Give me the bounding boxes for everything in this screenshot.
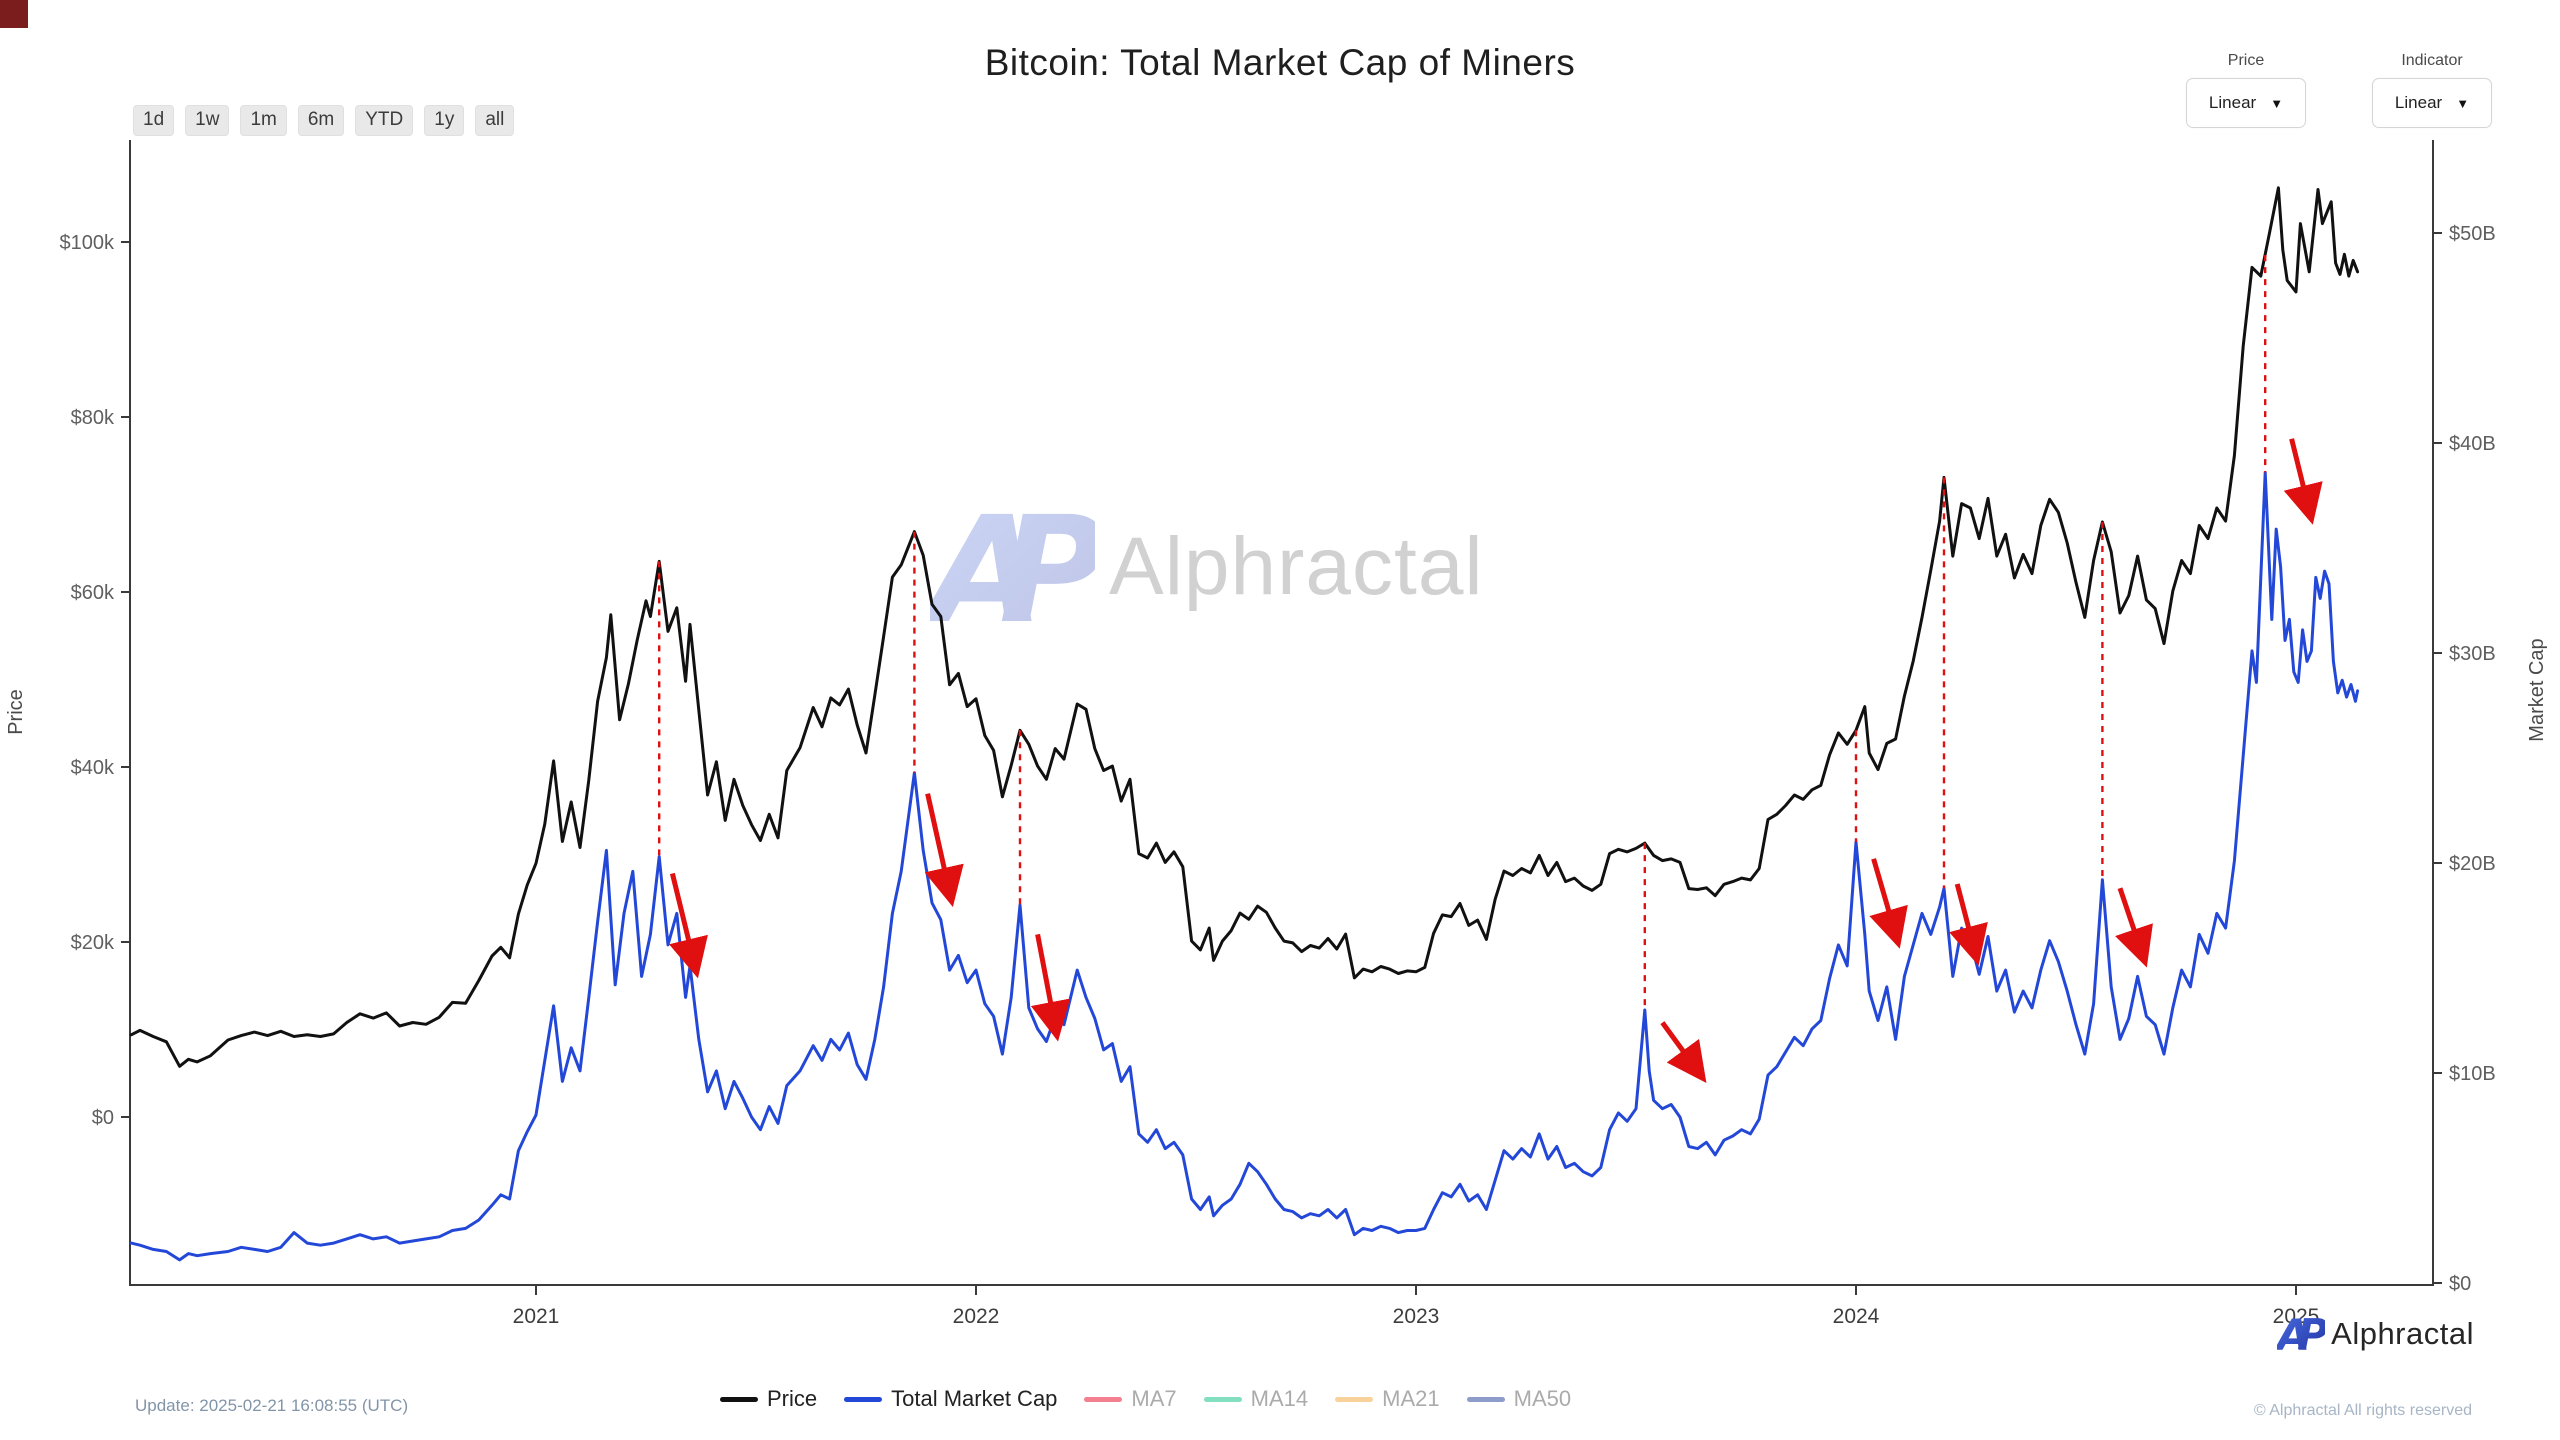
alphractal-logo-icon: AP (2277, 1312, 2325, 1356)
range-button-1d[interactable]: 1d (133, 105, 175, 136)
alphractal-brand: AP Alphractal (2277, 1312, 2474, 1356)
svg-text:$30B: $30B (2449, 643, 2496, 665)
legend-swatch-ma21 (1335, 1396, 1374, 1402)
svg-text:$0: $0 (92, 1107, 114, 1129)
indicator-scale-value: Linear (2394, 93, 2443, 112)
svg-text:2021: 2021 (513, 1305, 560, 1328)
corner-marker (0, 0, 28, 28)
legend-item-ma14[interactable]: MA14 (1203, 1386, 1308, 1412)
indicator-dropdown-label: Indicator (2401, 52, 2463, 69)
range-button-1m[interactable]: 1m (240, 105, 287, 136)
price-scale-value: Linear (2208, 93, 2257, 112)
range-button-1y[interactable]: 1y (424, 105, 465, 136)
legend-item-price[interactable]: Price (720, 1386, 817, 1412)
svg-text:$80k: $80k (71, 407, 115, 429)
svg-text:2025: 2025 (2273, 1305, 2320, 1328)
svg-text:2023: 2023 (1393, 1305, 1440, 1328)
price-scale-dropdown[interactable]: Linear ▼ (2186, 78, 2306, 128)
legend-swatch-ma7 (1084, 1396, 1123, 1402)
copyright-notice: © Alphractal All rights reserved (2253, 1402, 2472, 1419)
legend-item-ma7[interactable]: MA7 (1084, 1386, 1177, 1412)
legend-item-total-market-cap[interactable]: Total Market Cap (844, 1386, 1057, 1412)
svg-text:Price: Price (5, 689, 27, 735)
annotations (658, 255, 2323, 1084)
legend-swatch-total-market-cap (844, 1396, 883, 1402)
indicator-scale-dropdown[interactable]: Linear ▼ (2372, 78, 2492, 128)
svg-text:$50B: $50B (2449, 223, 2496, 245)
svg-text:$10B: $10B (2449, 1063, 2496, 1085)
svg-text:2024: 2024 (1833, 1305, 1880, 1328)
chart-legend: Price Total Market Cap MA7 MA14 MA21 MA5… (720, 1386, 1571, 1412)
legend-swatch-price (720, 1396, 758, 1402)
svg-text:Market Cap: Market Cap (2526, 638, 2548, 741)
brand-name: Alphractal (2331, 1316, 2474, 1351)
svg-text:$40B: $40B (2449, 433, 2496, 455)
svg-text:AP: AP (2277, 1312, 2325, 1356)
range-button-bar: 1d 1w 1m 6m YTD 1y all (133, 105, 515, 136)
chevron-down-icon: ▼ (2270, 95, 2284, 111)
svg-text:2022: 2022 (953, 1305, 1000, 1328)
page-title: Bitcoin: Total Market Cap of Miners (984, 42, 1576, 83)
range-button-1w[interactable]: 1w (185, 105, 230, 136)
range-button-all[interactable]: all (475, 105, 515, 136)
svg-text:$100k: $100k (60, 232, 115, 254)
svg-text:$0: $0 (2449, 1273, 2471, 1295)
legend-swatch-ma14 (1203, 1396, 1242, 1402)
svg-text:$40k: $40k (71, 757, 115, 779)
range-button-6m[interactable]: 6m (297, 105, 345, 136)
axes: $0 $20k $40k $60k $80k $100k $0 $10B $20B $30B $40… (5, 140, 2548, 1328)
data-series (129, 186, 2360, 1262)
legend-item-ma50[interactable]: MA50 (1466, 1386, 1571, 1412)
indicator-scale-control: Indicator Linear ▼ (2372, 52, 2492, 128)
price-dropdown-label: Price (2227, 52, 2265, 69)
svg-text:$20k: $20k (71, 932, 115, 954)
legend-item-ma21[interactable]: MA21 (1335, 1386, 1440, 1412)
svg-text:$20B: $20B (2449, 853, 2496, 875)
range-button-ytd[interactable]: YTD (355, 105, 414, 136)
chevron-down-icon: ▼ (2456, 95, 2470, 111)
legend-swatch-ma50 (1466, 1396, 1505, 1402)
svg-text:$60k: $60k (71, 582, 115, 604)
price-scale-control: Price Linear ▼ (2186, 52, 2306, 128)
update-timestamp: Update: 2025-02-21 16:08:55 (UTC) (135, 1396, 409, 1415)
